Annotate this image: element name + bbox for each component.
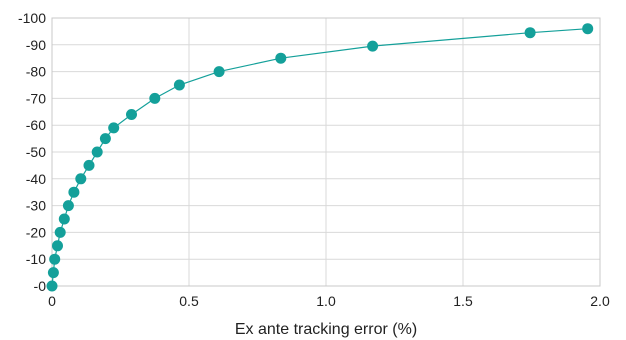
x-tick-label: 0.5 <box>179 293 199 309</box>
data-point <box>99 133 111 145</box>
y-tick-label: -20 <box>26 224 46 240</box>
y-tick-label: -40 <box>26 171 46 187</box>
plot-frame <box>51 17 601 287</box>
y-tick-label: -10 <box>26 251 46 267</box>
data-point <box>108 122 120 134</box>
data-point <box>52 240 63 252</box>
data-point <box>149 92 161 104</box>
y-tick-label: -100 <box>18 10 46 26</box>
data-point <box>58 213 70 225</box>
data-point <box>46 280 58 292</box>
data-point <box>582 23 594 35</box>
y-tick-label: -0 <box>34 278 47 294</box>
data-point <box>126 109 137 120</box>
y-tick-label: -90 <box>26 37 46 53</box>
data-point <box>367 40 379 52</box>
series-line <box>51 28 588 287</box>
data-point <box>91 146 103 158</box>
y-tick-label: -60 <box>26 117 46 133</box>
data-point <box>83 159 95 171</box>
x-tick-label: 1.5 <box>453 293 473 309</box>
y-tick-label: -70 <box>26 90 46 106</box>
data-point <box>62 200 74 212</box>
grid-lines <box>51 17 601 287</box>
data-point <box>54 226 66 238</box>
tick-labels: -0 -10 -20 -30 -40 -50 -60 -70 -80 -90 -100 0 0.5 1.0… <box>18 10 610 309</box>
data-point <box>275 52 287 64</box>
data-point <box>75 173 87 185</box>
data-point <box>213 66 225 78</box>
y-tick-label: -30 <box>26 198 46 214</box>
data-point <box>173 79 185 91</box>
y-tick-label: -80 <box>26 64 46 80</box>
x-tick-label: 1.0 <box>316 293 336 309</box>
data-point <box>68 186 80 198</box>
series-markers <box>46 23 594 292</box>
x-tick-label: 0 <box>48 293 56 309</box>
x-axis-title: Ex ante tracking error (%) <box>235 321 417 338</box>
x-tick-label: 2.0 <box>590 293 610 309</box>
data-point <box>47 267 59 279</box>
data-point <box>49 253 61 265</box>
y-tick-label: -50 <box>26 144 46 160</box>
data-point <box>524 27 536 39</box>
